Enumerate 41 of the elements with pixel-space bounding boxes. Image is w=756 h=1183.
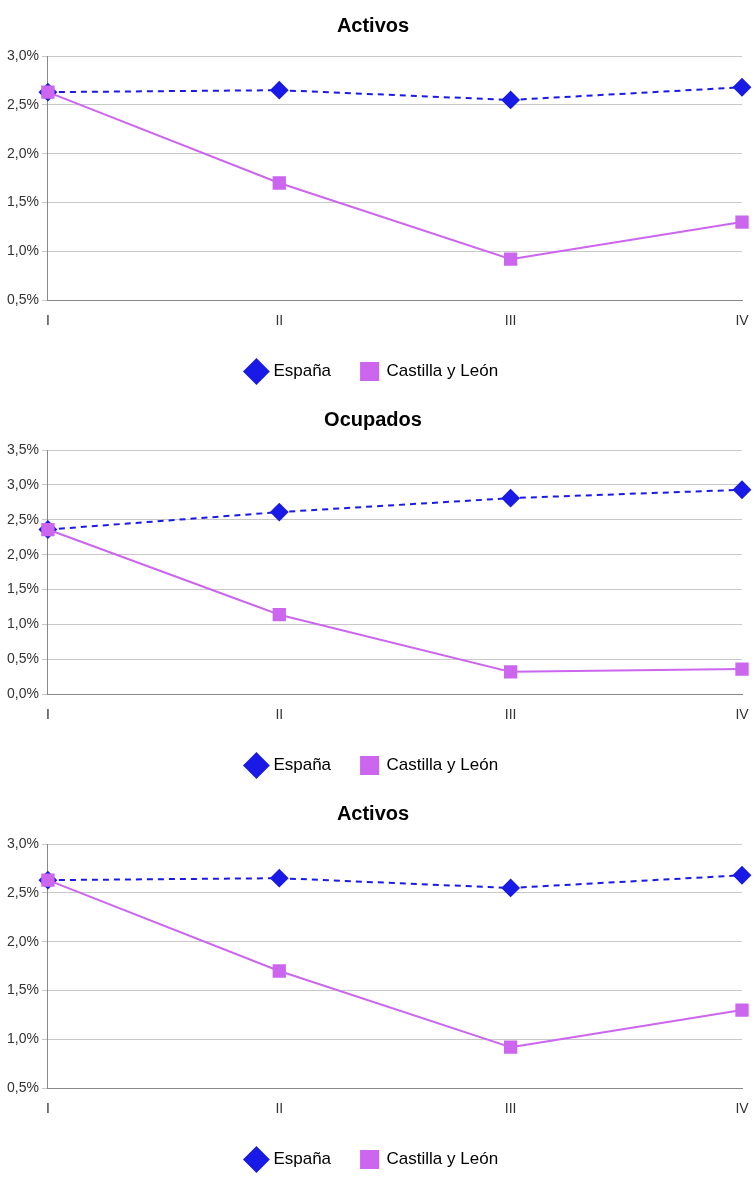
- chart-title: Activos: [336, 13, 410, 36]
- y-tick-label: 0,5%: [6, 291, 39, 308]
- legend-label: Castilla y León: [386, 361, 499, 381]
- chart-title: Activos: [336, 801, 410, 824]
- y-tick-label: 1,0%: [6, 1030, 39, 1047]
- legend-label: España: [273, 1149, 332, 1169]
- y-tick-label: 1,0%: [6, 615, 39, 632]
- y-tick-label: 0,5%: [6, 1079, 39, 1096]
- legend-label: España: [273, 755, 332, 775]
- x-tick-label: II: [275, 706, 284, 723]
- x-tick-label: I: [45, 312, 50, 329]
- x-tick-label: IV: [735, 312, 750, 329]
- legend-label: Castilla y León: [386, 755, 499, 775]
- y-tick-label: 3,0%: [6, 834, 39, 851]
- x-tick-label: I: [45, 1100, 50, 1117]
- y-tick-label: 3,0%: [6, 475, 39, 492]
- y-tick-label: 2,0%: [6, 545, 39, 562]
- x-tick-label: IV: [735, 1100, 750, 1117]
- legend-label: España: [273, 361, 332, 381]
- y-tick-label: 1,5%: [6, 193, 39, 210]
- x-tick-label: III: [504, 1100, 517, 1117]
- y-tick-label: 2,5%: [6, 883, 39, 900]
- y-tick-label: 0,5%: [6, 650, 39, 667]
- y-tick-label: 0,0%: [6, 685, 39, 702]
- y-tick-label: 1,0%: [6, 242, 39, 259]
- x-tick-label: III: [504, 312, 517, 329]
- x-tick-label: II: [275, 1100, 284, 1117]
- y-tick-label: 1,5%: [6, 580, 39, 597]
- x-tick-label: I: [45, 706, 50, 723]
- y-tick-label: 2,5%: [6, 95, 39, 112]
- y-tick-label: 2,0%: [6, 144, 39, 161]
- y-tick-label: 3,0%: [6, 46, 39, 63]
- chart-title: Ocupados: [324, 407, 422, 430]
- y-tick-label: 3,5%: [6, 440, 39, 457]
- y-tick-label: 2,5%: [6, 510, 39, 527]
- x-tick-label: IV: [735, 706, 750, 723]
- x-tick-label: II: [275, 312, 284, 329]
- x-tick-label: III: [504, 706, 517, 723]
- y-tick-label: 1,5%: [6, 981, 39, 998]
- y-tick-label: 2,0%: [6, 932, 39, 949]
- legend-label: Castilla y León: [386, 1149, 499, 1169]
